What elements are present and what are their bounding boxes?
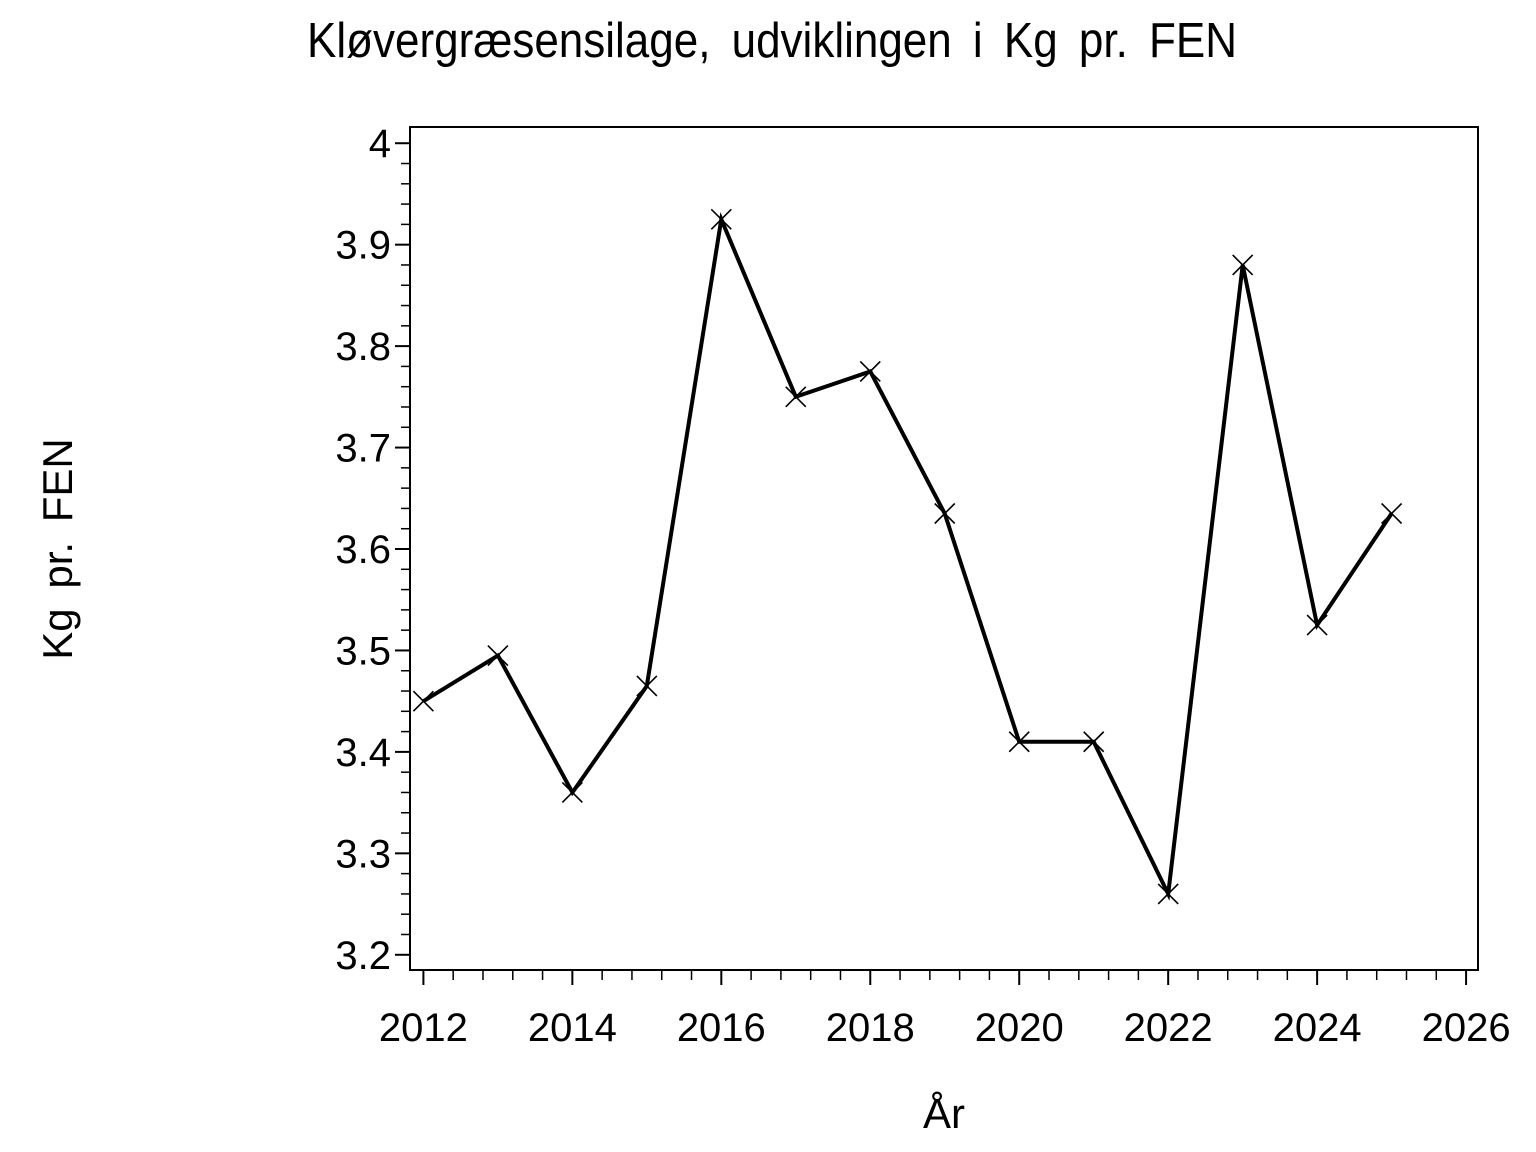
- data-point-marker: [785, 386, 807, 408]
- data-line: [422, 212, 1394, 901]
- y-tick-label: 3.5: [335, 629, 391, 673]
- data-point-marker: [561, 781, 583, 804]
- y-axis-title: Kg pr. FEN: [34, 438, 81, 659]
- x-tick-label: 2022: [1124, 1006, 1213, 1050]
- data-point-marker: [1232, 254, 1254, 276]
- data-point-marker: [1381, 502, 1403, 525]
- y-tick-label: 3.7: [335, 427, 391, 471]
- y-tick-label: 3.8: [335, 325, 391, 369]
- y-tick-label: 3.3: [335, 832, 391, 876]
- x-tick-label: 2026: [1422, 1006, 1511, 1050]
- data-point-marker: [487, 644, 509, 667]
- plot-area: [409, 126, 1479, 971]
- y-tick-label: 3.2: [335, 934, 391, 978]
- y-tick-label: 3.4: [335, 731, 391, 775]
- data-point-marker: [412, 690, 434, 712]
- x-tick-label: 2020: [975, 1006, 1064, 1050]
- data-point-marker: [1083, 731, 1105, 753]
- data-point-marker: [710, 208, 732, 230]
- plot-group: 3.2 3.3 3.4 3.5 3.6 3.7 3.8 3.9 4 2012 2014 2016 201…: [335, 122, 1510, 1050]
- x-tick-label: 2016: [677, 1006, 766, 1050]
- x-tick-label: 2014: [528, 1006, 617, 1050]
- x-axis-title: År: [923, 1090, 965, 1137]
- chart-title: Kløvergræsensilage, udviklingen i Kg pr.…: [307, 14, 1237, 68]
- x-tick-label: 2024: [1273, 1006, 1362, 1050]
- data-point-marker: [1157, 883, 1179, 905]
- x-tick-label: 2018: [826, 1006, 915, 1050]
- data-point-marker: [859, 360, 881, 383]
- data-point-marker: [1306, 614, 1328, 636]
- data-point-marker: [636, 675, 658, 697]
- y-tick-label: 4: [369, 122, 391, 166]
- x-tick-label: 2012: [379, 1006, 468, 1050]
- data-point-marker: [934, 502, 956, 525]
- y-tick-label: 3.9: [335, 224, 391, 268]
- y-tick-label: 3.6: [335, 528, 391, 572]
- data-point-marker: [1008, 731, 1030, 753]
